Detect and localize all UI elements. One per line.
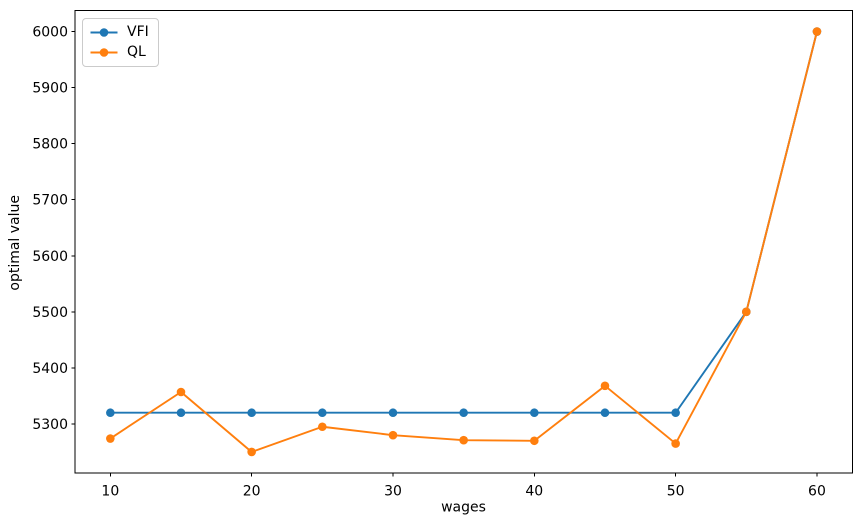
vfi-data-point	[671, 408, 680, 418]
y-tick-label: 5400	[32, 361, 68, 377]
vfi-data-point	[530, 408, 539, 418]
y-tick-label: 5800	[32, 137, 68, 153]
vfi-data-point	[600, 408, 610, 418]
ql-data-point	[600, 381, 610, 391]
ql-line-marker-swatch	[90, 48, 118, 57]
vfi-data-point	[176, 408, 186, 418]
x-tick-label: 20	[243, 484, 261, 500]
x-tick-label: 10	[101, 484, 119, 500]
vfi-data-point	[318, 408, 327, 418]
x-tick-label: 30	[384, 484, 402, 500]
plot-area: 10 20 30 40 50 60 5300 5400 5500 5600 5700 5800 5900…	[32, 10, 853, 500]
y-tick-label: 6000	[32, 25, 68, 41]
ql-data-point	[247, 447, 256, 457]
vfi-data-point	[247, 408, 256, 418]
legend-entry-ql: QL	[89, 43, 149, 62]
vfi-line	[109, 30, 818, 414]
ql-legend-label: QL	[127, 44, 146, 60]
ql-data-point	[176, 387, 186, 397]
ql-data-point	[812, 27, 822, 36]
vfi-data-point	[459, 408, 468, 418]
legend-entry-vfi: VFI	[89, 23, 149, 42]
y-axis-label: optimal value	[7, 195, 23, 291]
vfi-legend-label: VFI	[127, 24, 149, 40]
y-tick-label: 5900	[32, 81, 68, 97]
legend: VFI QL	[82, 18, 159, 67]
vfi-data-point	[106, 408, 115, 418]
plot-border	[74, 10, 853, 474]
ql-data-point	[530, 436, 539, 446]
x-tick-label: 50	[667, 484, 685, 500]
x-axis-label: wages	[441, 500, 486, 516]
x-tick-label: 40	[525, 484, 543, 500]
y-tick-label: 5300	[32, 417, 68, 433]
x-tick-label: 60	[808, 484, 826, 500]
ql-data-point	[742, 307, 751, 317]
ql-data-point	[671, 439, 680, 448]
ql-line	[109, 30, 818, 453]
vfi-line-marker-swatch	[90, 28, 118, 37]
ql-data-point	[106, 434, 115, 443]
ql-data-point	[318, 422, 327, 432]
y-tick-label: 5500	[32, 305, 68, 321]
vfi-data-point	[388, 408, 398, 418]
y-tick-label: 5600	[32, 249, 68, 265]
ql-data-point	[459, 435, 468, 445]
ql-data-point	[388, 430, 398, 440]
y-tick-label: 5700	[32, 193, 68, 209]
